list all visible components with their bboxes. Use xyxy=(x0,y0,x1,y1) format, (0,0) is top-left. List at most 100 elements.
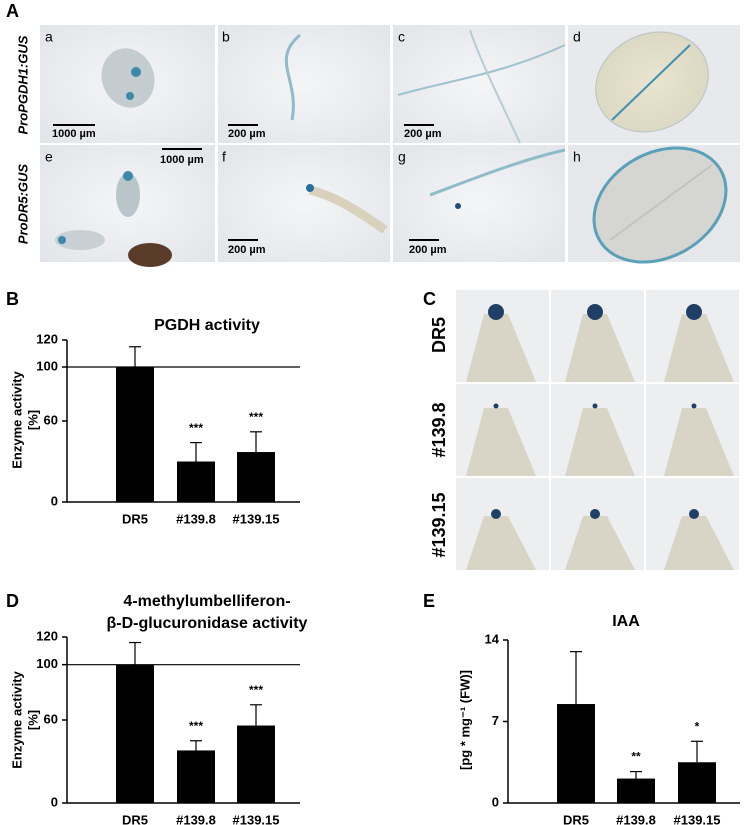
bar xyxy=(177,461,215,502)
micrograph xyxy=(218,25,390,143)
bar xyxy=(237,725,275,803)
image-label: a xyxy=(45,29,53,45)
chart-title: β-D-glucuronidase activity xyxy=(107,615,308,632)
panel-a-images xyxy=(40,25,740,267)
image-label: g xyxy=(398,149,406,165)
seedling xyxy=(116,173,140,217)
stain xyxy=(306,184,314,192)
y-axis-label: [pg * mg⁻¹ (FW)] xyxy=(457,670,472,770)
seed-coat xyxy=(128,243,172,267)
chart-title: 4-methylumbelliferon- xyxy=(123,593,290,610)
stain xyxy=(488,304,504,320)
y-axis-label: [%] xyxy=(25,710,40,730)
root-tip xyxy=(565,314,635,382)
y-tick-label: 14 xyxy=(485,631,500,646)
y-tick-label: 100 xyxy=(36,358,58,373)
vein xyxy=(611,44,691,121)
scale-bars xyxy=(53,124,439,241)
image-label: f xyxy=(222,149,226,165)
bar xyxy=(116,367,154,502)
row-label: ProDR5:GUS xyxy=(15,164,30,245)
micrograph xyxy=(218,145,390,262)
row-label: DR5 xyxy=(429,317,449,353)
row-label: #139.15 xyxy=(429,492,449,557)
panel-label: A xyxy=(6,1,19,21)
row-label: #139.8 xyxy=(429,402,449,457)
bar xyxy=(177,750,215,803)
stain xyxy=(123,171,133,181)
root-tip xyxy=(466,314,536,382)
x-tick-label: #139.15 xyxy=(233,511,280,526)
root xyxy=(397,44,566,96)
image-label: h xyxy=(573,149,581,165)
panel-label: D xyxy=(6,591,19,611)
stain xyxy=(491,509,501,519)
y-tick-label: 0 xyxy=(51,794,58,809)
scale-bar-label: 200 µm xyxy=(228,244,266,256)
x-tick-label: #139.8 xyxy=(176,812,216,825)
stain xyxy=(689,509,699,519)
x-tick-label: #139.8 xyxy=(616,812,656,825)
stain xyxy=(455,203,461,209)
root-tip xyxy=(664,408,734,476)
root xyxy=(284,33,301,121)
vein xyxy=(609,164,713,241)
x-tick-label: #139.15 xyxy=(233,812,280,825)
panel-c-images xyxy=(456,290,739,570)
micrograph xyxy=(393,145,565,262)
bar xyxy=(116,664,154,803)
significance: ** xyxy=(631,750,641,764)
root xyxy=(469,29,521,144)
y-tick-label: 0 xyxy=(492,794,499,809)
y-axis-label: Enzyme activity xyxy=(9,370,24,468)
scale-bar-label: 200 µm xyxy=(228,128,266,140)
chart-title: PGDH activity xyxy=(154,317,260,334)
stain xyxy=(493,403,499,409)
stain xyxy=(58,236,66,244)
y-axis-label: [%] xyxy=(25,410,40,430)
y-axis-label: Enzyme activity xyxy=(9,670,24,768)
bar xyxy=(678,762,716,803)
x-tick-label: DR5 xyxy=(122,812,148,825)
y-tick-label: 120 xyxy=(36,628,58,643)
seed xyxy=(101,48,155,108)
bar xyxy=(557,704,595,803)
y-tick-label: 7 xyxy=(492,713,499,728)
micrograph xyxy=(393,25,565,143)
image-label: b xyxy=(222,29,230,45)
y-tick-label: 60 xyxy=(44,711,58,726)
panel-label: B xyxy=(6,289,19,309)
panel-label: E xyxy=(423,591,435,611)
chart-title: IAA xyxy=(612,613,640,630)
stain xyxy=(686,304,702,320)
root-tip xyxy=(664,516,734,570)
scale-bar-label: 200 µm xyxy=(404,128,442,140)
scale-bar-label: 200 µm xyxy=(409,244,447,256)
x-tick-label: DR5 xyxy=(563,812,589,825)
root-tip xyxy=(664,314,734,382)
row-label: ProPGDH1:GUS xyxy=(15,35,30,134)
image-label: d xyxy=(573,29,581,45)
bar xyxy=(237,452,275,502)
root-tip xyxy=(565,408,635,476)
root xyxy=(429,148,566,197)
significance: * xyxy=(695,719,700,733)
root-tip xyxy=(466,408,536,476)
significance: *** xyxy=(249,410,263,424)
image-label: c xyxy=(398,29,405,45)
bar xyxy=(617,778,655,803)
panel-label: C xyxy=(423,289,436,309)
x-tick-label: #139.15 xyxy=(674,812,721,825)
significance: *** xyxy=(189,719,203,733)
significance: *** xyxy=(189,421,203,435)
x-tick-label: #139.8 xyxy=(176,511,216,526)
stain xyxy=(587,304,603,320)
stain xyxy=(691,403,697,409)
scale-bar-label: 1000 µm xyxy=(52,128,96,140)
image-label: e xyxy=(45,149,53,165)
y-tick-label: 60 xyxy=(44,412,58,427)
significance: *** xyxy=(249,683,263,697)
leaf xyxy=(592,146,728,264)
stain xyxy=(592,403,598,409)
